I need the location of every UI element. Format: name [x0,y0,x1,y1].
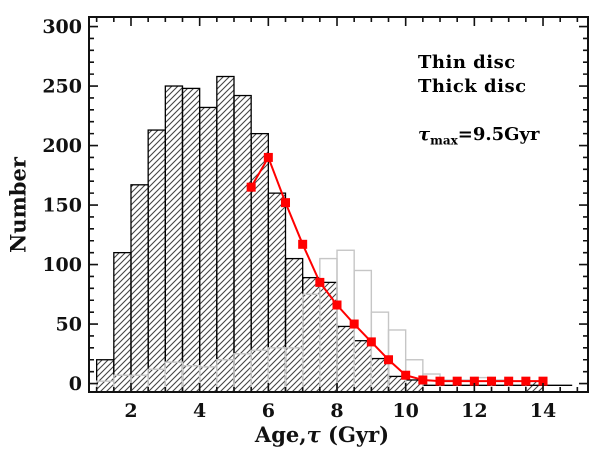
model-marker [366,337,376,347]
model-marker [504,376,514,386]
model-marker [246,182,256,192]
y-tick-label: 100 [42,254,82,276]
x-axis-title-prefix: Age, [254,422,307,447]
model-marker [332,300,342,310]
thin-disc-bar [164,85,184,393]
legend-thick-disc: Thick disc [418,76,527,97]
y-tick-label: 200 [42,135,82,157]
model-marker [435,376,445,386]
tau-value: =9.5Gyr [457,124,540,145]
model-marker [281,198,291,208]
y-tick-label: 0 [69,373,82,395]
model-marker [521,376,531,386]
x-tick-label: 10 [392,400,418,422]
legend-thin-disc: Thin disc [418,52,516,73]
thin-disc-bar [147,129,166,393]
thin-disc-bar [267,192,287,393]
thin-disc-bar [353,340,372,393]
tau-symbol: τ [418,124,431,145]
thin-disc-bar [113,251,132,393]
x-tick-label: 6 [262,400,275,422]
model-marker [263,152,273,162]
model-marker [487,376,497,386]
model-marker [452,376,462,386]
axes-frame-and-ticks [88,16,589,393]
model-marker [384,355,394,365]
legend-model-tau-max: τmax=9.5Gyr [418,124,539,148]
model-marker [538,376,548,386]
thin-disc-bar [199,106,218,393]
x-tick-label: 12 [461,400,487,422]
y-tick-label: 50 [56,314,82,336]
thin-disc-bar [216,75,235,393]
thin-disc-bar [233,94,252,393]
x-axis-title-suffix: (Gyr) [320,422,390,447]
y-tick-label: 150 [42,195,82,217]
model-marker [349,319,359,329]
tick-marks [89,17,588,392]
thin-disc-bar [96,359,115,393]
model-line [246,152,548,386]
x-tick-label: 14 [530,400,556,422]
model-marker [298,239,308,249]
tick-labels: 0 50 100 150 200 250 300 2 4 6 8 10 12 14 [42,16,556,422]
model-marker [469,376,479,386]
model-marker [315,277,325,287]
y-tick-label: 300 [42,16,82,38]
thin-disc-bars [96,75,573,393]
x-axis-title: Age,τ (Gyr) [255,422,389,447]
x-tick-label: 8 [330,400,343,422]
model-marker [401,370,411,380]
x-axis-title-tau-symbol: τ [306,422,321,447]
thin-disc-bar [181,87,201,393]
y-axis-title: Number [5,157,31,253]
x-tick-label: 2 [124,400,137,422]
thin-disc-bar [336,325,355,393]
x-tick-label: 4 [193,400,206,422]
thin-disc-bar [130,184,149,393]
model-marker [418,375,428,385]
y-tick-label: 250 [42,76,82,98]
thin-disc-bar [319,281,338,393]
thin-disc-bar [284,257,304,393]
tau-subscript: max [430,133,458,148]
